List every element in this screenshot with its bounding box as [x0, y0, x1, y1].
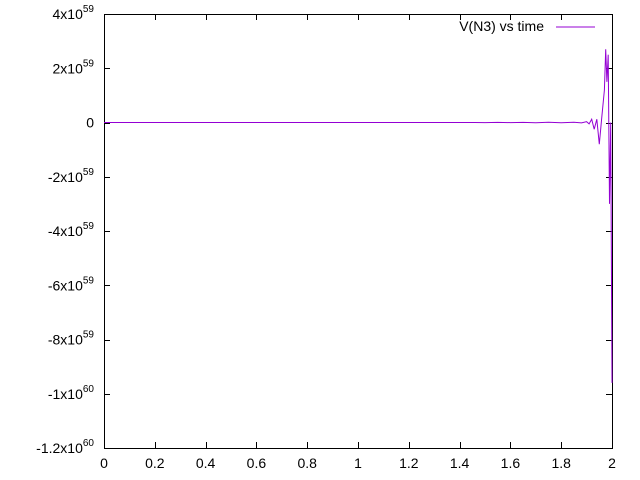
series-layer — [104, 49, 613, 383]
x-tick-label: 2 — [608, 455, 616, 471]
x-tick-label: 1.4 — [450, 455, 470, 471]
x-tick-label: 1.8 — [551, 455, 571, 471]
y-tick-label: -2x1059 — [48, 167, 95, 185]
y-tick-mantissa: -1x10 — [48, 386, 83, 402]
legend: V(N3) vs time — [459, 18, 595, 34]
x-tick-label: 0 — [100, 455, 108, 471]
y-tick-mantissa: 4x10 — [53, 6, 84, 22]
x-tick-labels: 0 0.2 0.4 0.6 0.8 1 1.2 1.4 1.6 1.8 2 — [100, 455, 616, 471]
y-tick-label: 0 — [86, 115, 94, 131]
y-tick-exponent: 59 — [83, 221, 95, 232]
y-tick-label: -8x1059 — [48, 330, 95, 348]
axis-ticks — [104, 14, 613, 449]
y-tick-label: 2x1059 — [53, 58, 95, 76]
y-tick-mantissa: 0 — [86, 115, 94, 131]
x-tick-label: 0.8 — [297, 455, 317, 471]
series-line — [104, 49, 613, 383]
x-tick-label: 0.2 — [145, 455, 165, 471]
x-tick-label: 0.4 — [196, 455, 216, 471]
y-tick-exponent: 59 — [83, 330, 95, 341]
x-tick-label: 1 — [354, 455, 362, 471]
x-tick-label: 1.2 — [399, 455, 419, 471]
y-tick-label: 4x1059 — [53, 4, 95, 22]
y-tick-exponent: 59 — [83, 275, 95, 286]
y-tick-exponent: 59 — [83, 58, 95, 69]
y-tick-exponent: 59 — [83, 167, 95, 178]
y-tick-mantissa: -8x10 — [48, 332, 83, 348]
y-tick-labels: 4x10592x10590-2x1059-4x1059-6x1059-8x105… — [36, 4, 94, 456]
plot-frame — [104, 14, 613, 449]
y-tick-mantissa: -4x10 — [48, 223, 83, 239]
y-tick-exponent: 60 — [83, 384, 95, 395]
legend-label: V(N3) vs time — [459, 18, 544, 34]
y-tick-mantissa: -1.2x10 — [36, 440, 83, 456]
y-tick-label: -6x1059 — [48, 275, 95, 293]
y-tick-exponent: 60 — [83, 438, 95, 449]
y-tick-mantissa: 2x10 — [53, 60, 84, 76]
y-tick-label: -4x1059 — [48, 221, 95, 239]
y-tick-mantissa: -2x10 — [48, 169, 83, 185]
y-tick-label: -1x1060 — [48, 384, 95, 402]
x-tick-label: 0.6 — [247, 455, 267, 471]
y-tick-exponent: 59 — [83, 4, 95, 15]
y-tick-label: -1.2x1060 — [36, 438, 94, 456]
x-tick-label: 1.6 — [501, 455, 521, 471]
y-tick-mantissa: -6x10 — [48, 277, 83, 293]
